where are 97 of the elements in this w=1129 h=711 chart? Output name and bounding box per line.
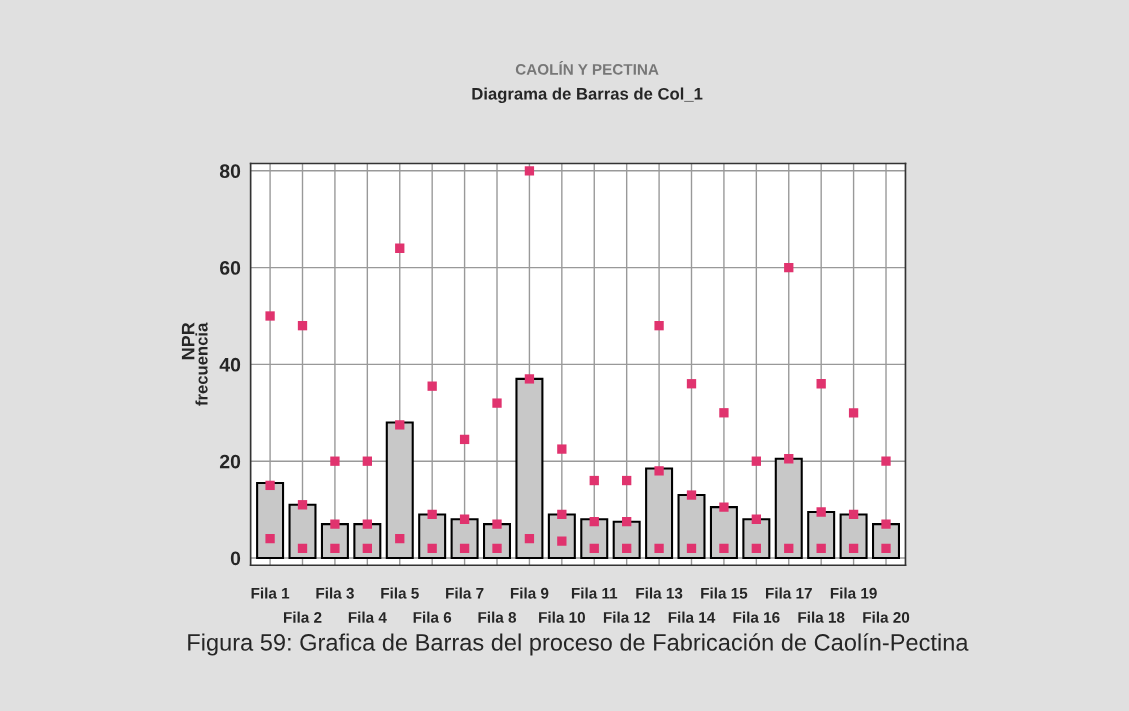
bar: [774, 457, 803, 560]
point: [265, 533, 275, 544]
point: [330, 519, 340, 529]
point: [524, 533, 535, 544]
point: [816, 507, 826, 517]
point: [492, 398, 502, 408]
x-tick-label: Fila 3: [316, 587, 354, 599]
y-tick-label: 40: [219, 357, 241, 372]
point: [686, 490, 697, 500]
x-tick-label: Fila 8: [478, 611, 517, 623]
point: [816, 543, 826, 553]
point: [816, 379, 826, 389]
point: [719, 543, 729, 553]
chart-title: Diagrama de Barras de Col_1: [472, 87, 703, 104]
point: [654, 466, 664, 476]
point: [492, 519, 502, 529]
point: [881, 456, 891, 466]
bar: [645, 467, 674, 560]
point: [297, 321, 308, 331]
x-tick-label: Fila 11: [571, 587, 618, 599]
point: [589, 517, 599, 527]
point: [848, 509, 859, 520]
point: [265, 311, 275, 321]
point: [589, 475, 599, 486]
point: [427, 543, 437, 553]
x-tick-label: Fila 20: [863, 611, 910, 623]
x-tick-label: Fila 1: [251, 587, 290, 599]
point: [330, 456, 340, 466]
x-tick-label: Fila 13: [636, 587, 683, 599]
point: [589, 543, 599, 553]
point: [686, 379, 697, 389]
x-tick-label: Fila 4: [348, 611, 387, 623]
bar: [256, 481, 285, 560]
point: [427, 381, 437, 391]
point: [719, 502, 729, 512]
x-tick-label: Fila 16: [733, 611, 780, 623]
y-axis-title: frecuencia: [195, 322, 208, 406]
point: [395, 533, 405, 544]
text: NPR: [181, 322, 195, 360]
point: [524, 374, 535, 384]
point: [265, 480, 275, 491]
x-tick-label: Fila 12: [603, 611, 650, 623]
y-tick-label: 60: [220, 261, 241, 275]
point: [654, 321, 664, 331]
x-tick-label: Fila 2: [284, 611, 322, 623]
x-tick-label: Fila 7: [446, 587, 484, 599]
point: [784, 543, 794, 553]
point: [751, 514, 761, 524]
point: [881, 519, 891, 529]
y-tick-label: 80: [219, 164, 241, 179]
bar: [677, 494, 706, 560]
point: [622, 475, 632, 486]
point: [848, 543, 859, 553]
point: [622, 543, 632, 553]
point: [395, 420, 405, 430]
point: [362, 519, 372, 529]
point: [297, 543, 308, 553]
x-tick-label: Fila 18: [798, 611, 845, 623]
bar: [288, 503, 317, 560]
point: [848, 408, 859, 418]
point: [654, 543, 664, 553]
point: [557, 444, 567, 454]
x-tick-label: Fila 17: [766, 587, 812, 599]
point: [459, 543, 470, 553]
bar: [515, 377, 544, 560]
point: [557, 536, 567, 546]
point: [719, 408, 729, 418]
x-tick-label: Fila 6: [413, 611, 452, 623]
point: [492, 543, 502, 553]
point: [427, 509, 437, 520]
point: [330, 543, 340, 553]
text: Figura 59: Grafica de Barras del proceso de Fabricación de Caolín-Pectina: [188, 633, 969, 656]
point: [751, 456, 761, 466]
x-tick-label: Fila 19: [830, 587, 877, 599]
point: [362, 543, 372, 553]
x-tick-label: Fila 5: [381, 587, 419, 599]
point: [459, 514, 470, 524]
bar: [385, 421, 414, 560]
x-tick-label: Fila 10: [539, 611, 585, 623]
x-tick-label: Fila 15: [701, 587, 748, 599]
point: [557, 509, 567, 520]
point: [395, 243, 405, 253]
point: [362, 456, 372, 466]
point: [751, 543, 761, 553]
y-tick-label: 0: [230, 551, 241, 566]
point: [622, 517, 632, 527]
point: [524, 166, 535, 176]
point: [297, 500, 308, 510]
point: [459, 434, 470, 445]
point: [784, 262, 794, 273]
x-tick-label: Fila 14: [668, 611, 716, 623]
point: [686, 543, 697, 553]
chart-subtitle: CAOLÍN Y PECTINA: [515, 61, 659, 75]
point: [784, 454, 794, 464]
y-tick-label: 20: [219, 454, 241, 469]
x-tick-label: Fila 9: [510, 587, 549, 599]
point: [881, 543, 891, 553]
